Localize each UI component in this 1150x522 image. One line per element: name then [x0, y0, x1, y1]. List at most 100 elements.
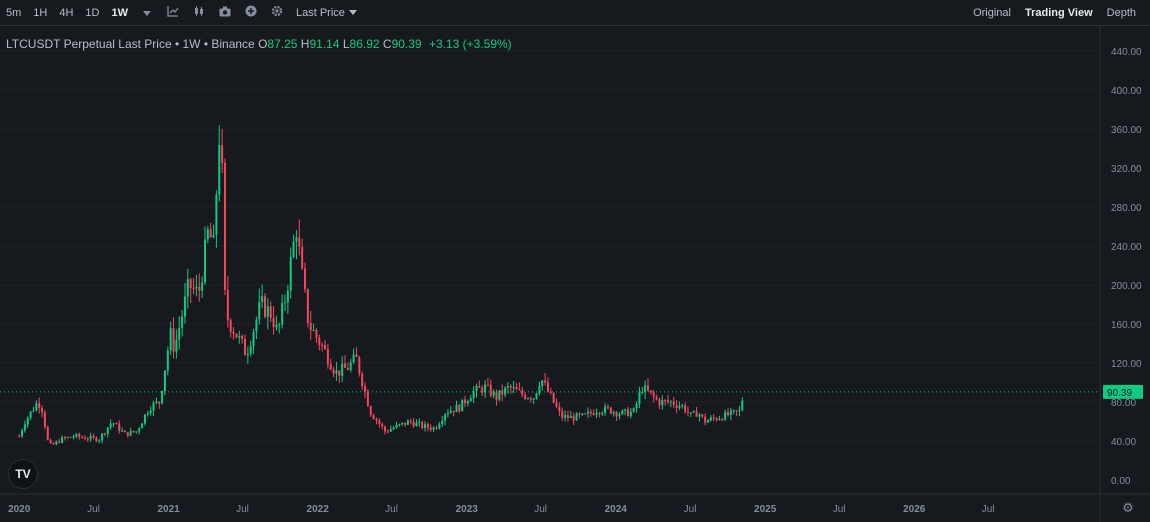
candle	[598, 411, 601, 418]
candle	[458, 403, 461, 413]
last-price-marker: 90.39	[0, 384, 1143, 399]
candle-body	[504, 387, 507, 395]
candle-body	[652, 392, 655, 397]
candle-body	[729, 410, 732, 416]
candle	[321, 342, 324, 352]
candle-body	[392, 427, 395, 430]
candle-body	[118, 423, 121, 431]
candle-body	[555, 402, 558, 407]
view-trading-view[interactable]: Trading View	[1024, 6, 1093, 19]
candle	[243, 334, 246, 356]
candle	[346, 362, 349, 371]
legend-open-label: O	[258, 37, 268, 51]
y-tick-label: 320.00	[1111, 164, 1142, 175]
x-tick-label: 2022	[307, 504, 330, 515]
candle	[481, 385, 484, 397]
candle	[201, 276, 204, 298]
candle	[101, 432, 104, 444]
candle-body	[112, 423, 115, 425]
candle-body	[435, 427, 438, 429]
timeframe-4h[interactable]: 4H	[59, 6, 74, 19]
timeframe-1d[interactable]: 1D	[85, 6, 100, 19]
candle	[446, 409, 449, 418]
candle	[509, 383, 512, 394]
indicator-icon[interactable]	[160, 5, 186, 20]
candle	[344, 355, 347, 369]
candle-body	[741, 400, 744, 411]
chevron-down-icon[interactable]	[134, 6, 160, 20]
candle-body	[352, 354, 355, 363]
candle-body	[506, 386, 509, 388]
candle	[687, 406, 690, 417]
candle-body	[226, 289, 229, 321]
candle	[398, 423, 401, 427]
candle-body	[609, 407, 612, 414]
candle	[721, 417, 724, 422]
candle	[121, 427, 124, 432]
candle	[704, 413, 707, 426]
candle	[223, 158, 226, 296]
candle	[315, 328, 318, 344]
candle	[364, 382, 367, 399]
candle	[226, 276, 229, 328]
candle-body	[658, 399, 661, 406]
candle-body	[707, 420, 710, 423]
candle	[349, 358, 352, 373]
candle-body	[324, 345, 327, 350]
candle-body	[561, 411, 564, 418]
candle	[541, 379, 544, 391]
candle	[707, 419, 710, 423]
candle	[103, 432, 106, 437]
candle	[35, 400, 38, 412]
gear-icon[interactable]: ⚙	[1122, 500, 1134, 515]
candle-body	[572, 415, 575, 421]
candle-body	[218, 144, 221, 195]
candle	[389, 425, 392, 432]
camera-icon[interactable]	[212, 6, 238, 20]
candle	[644, 380, 647, 399]
candle	[564, 410, 567, 422]
candle-body	[304, 268, 307, 290]
view-depth[interactable]: Depth	[1106, 6, 1136, 19]
candle-body	[461, 399, 464, 412]
gear-icon[interactable]	[264, 5, 290, 20]
last-price-label: 90.39	[1107, 388, 1132, 399]
candle	[309, 310, 312, 340]
timeframe-1w[interactable]: 1W	[111, 6, 128, 19]
timeframe-1h[interactable]: 1H	[33, 6, 48, 19]
candle	[401, 422, 404, 426]
y-tick-label: 40.00	[1111, 437, 1136, 448]
candle-body	[181, 316, 184, 329]
candle-body	[235, 333, 238, 338]
candle	[452, 410, 455, 417]
candle	[235, 333, 238, 339]
candle-body	[629, 411, 632, 417]
candle	[126, 432, 129, 438]
candle	[272, 306, 275, 335]
x-tick-label: 2021	[158, 504, 181, 515]
candle	[718, 415, 721, 421]
candle-body	[361, 373, 364, 387]
candle	[69, 436, 72, 438]
plus-circle-icon[interactable]	[238, 5, 264, 20]
candlestick-chart[interactable]: 0.00 40.00 80.00 120.00 160.00 200.00 240.00 28…	[0, 26, 1150, 522]
timeframe-5m[interactable]: 5m	[6, 6, 22, 19]
x-tick-label: 2025	[754, 504, 777, 515]
candle-body	[606, 406, 609, 408]
candle-type-icon[interactable]	[186, 5, 212, 20]
candle-body	[258, 302, 261, 320]
candle-body	[544, 380, 547, 383]
candle-body	[732, 410, 735, 412]
candle	[421, 420, 424, 430]
y-tick-label: 160.00	[1111, 320, 1142, 331]
price-type-select[interactable]: Last Price	[296, 7, 357, 19]
candle	[729, 407, 732, 421]
x-tick-label: Jul	[385, 504, 398, 515]
y-tick-label: 440.00	[1111, 47, 1142, 58]
view-original[interactable]: Original	[973, 6, 1011, 19]
candle-body	[541, 380, 544, 387]
candle-body	[255, 319, 258, 332]
candle	[727, 408, 730, 417]
candle	[229, 318, 232, 338]
candle-body	[601, 413, 604, 415]
